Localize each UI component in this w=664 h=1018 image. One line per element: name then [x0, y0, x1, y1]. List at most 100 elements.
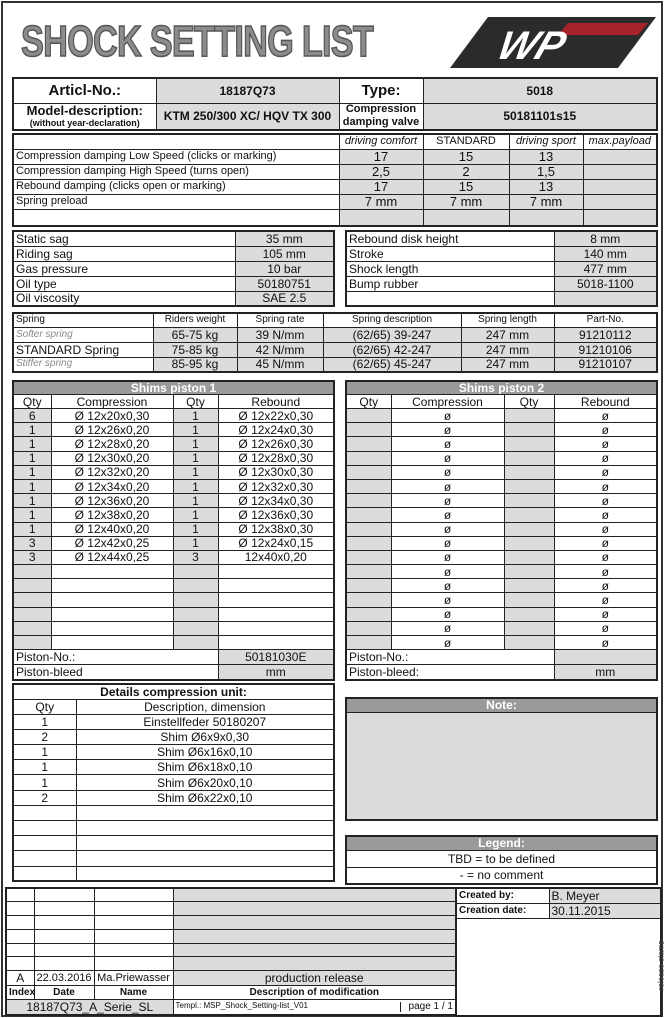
- table-cell: [345, 478, 392, 495]
- table-row: Model-description: (without year-declarat…: [12, 102, 658, 131]
- table-cell: 1: [12, 507, 52, 523]
- table-cell: [503, 549, 555, 566]
- spring-table: Spring Riders weight Spring rate Spring des…: [12, 312, 658, 373]
- table-cell: Spring length: [460, 312, 555, 328]
- table-cell: 3: [172, 549, 219, 566]
- table-row: Articl-No.: 18187Q73 Type: 5018: [12, 77, 658, 104]
- table-cell: ø: [390, 606, 505, 622]
- table-cell: 6: [12, 407, 52, 424]
- table-cell: Compression damping valve: [338, 102, 424, 131]
- table-cell: 91210106: [553, 341, 658, 358]
- table-cell: [12, 819, 77, 837]
- table-cell: 18187Q73: [155, 77, 340, 104]
- table-row: Rebound disk height 8 mm: [345, 230, 658, 247]
- table-cell: Compression: [390, 394, 505, 409]
- table-cell: [50, 634, 174, 651]
- table-cell: - = no comment: [345, 866, 658, 885]
- table-cell: [172, 956, 457, 972]
- table-cell: [345, 464, 392, 480]
- table-cell: Rebound: [553, 394, 658, 409]
- table-cell: 7 mm: [508, 193, 584, 210]
- table-cell: 13: [508, 148, 584, 165]
- table-cell: Oil type: [12, 275, 236, 292]
- page-number: page 1 / 1: [399, 1002, 453, 1013]
- table-cell: 1: [12, 464, 52, 480]
- table-cell: Stroke: [345, 245, 555, 262]
- table-cell: [503, 592, 555, 608]
- table-cell: 30.11.2015: [548, 902, 662, 919]
- table-cell: ø: [553, 464, 658, 480]
- table-row: Stroke 140 mm: [345, 245, 658, 262]
- table-cell: 39 N/mm: [236, 326, 324, 343]
- table-cell: Description, dimension: [75, 698, 335, 715]
- table-cell: Date: [33, 985, 95, 1001]
- table-cell: [217, 606, 335, 622]
- table-cell: [345, 493, 392, 509]
- table-row: Shims piston 1: [12, 380, 335, 395]
- table-row: 1 Shim Ø6x20x0,10: [12, 774, 335, 791]
- table-row: Shims piston 2: [345, 380, 658, 395]
- table-cell: Ø 12x34x0,20: [50, 478, 174, 495]
- table-cell: 50181101s15: [422, 102, 658, 131]
- table-cell: Qty: [172, 394, 219, 409]
- table-cell: Static sag: [12, 230, 236, 247]
- table-cell: Bump rubber: [345, 275, 555, 292]
- table-row: Static sag 35 mm: [12, 230, 335, 247]
- table-cell: Ø 12x24x0,15: [217, 535, 335, 551]
- table-cell: ø: [553, 507, 658, 523]
- table-cell: [582, 178, 658, 195]
- table-cell: ø: [390, 620, 505, 637]
- table-cell: [172, 887, 457, 903]
- table-cell: [172, 564, 219, 580]
- note-box: Note:: [345, 697, 658, 821]
- table-cell: [217, 620, 335, 637]
- table-cell: 1: [172, 507, 219, 523]
- table-cell: Rebound disk height: [345, 230, 555, 247]
- table-cell: [582, 163, 658, 180]
- table-cell: [345, 535, 392, 551]
- section-title: Details compression unit:: [12, 683, 335, 700]
- table-cell: 1: [12, 436, 52, 452]
- table-cell: [75, 850, 335, 867]
- table-cell: [503, 422, 555, 438]
- table-row: [12, 819, 335, 837]
- table-row: [12, 578, 335, 594]
- table-cell: 2: [422, 163, 510, 180]
- table-row: [12, 835, 335, 852]
- table-cell: [93, 901, 174, 917]
- table-cell: [12, 592, 52, 608]
- table-row: TBD = to be defined: [345, 849, 658, 868]
- table-cell: [455, 917, 662, 1017]
- table-cell: [5, 942, 35, 958]
- table-cell: [345, 422, 392, 438]
- table-cell: SAE 2.5: [234, 290, 335, 307]
- table-cell: Ø 12x30x0,30: [217, 464, 335, 480]
- table-cell: Softer spring: [12, 326, 154, 343]
- table-cell: 1: [12, 744, 77, 761]
- table-cell: [75, 865, 335, 882]
- table-cell: [33, 887, 95, 903]
- table-cell: 1: [172, 407, 219, 424]
- table-cell: [345, 711, 658, 821]
- table-row: - = no comment: [345, 866, 658, 885]
- table-cell: [33, 942, 95, 958]
- table-cell: Ø 12x22x0,30: [217, 407, 335, 424]
- table-cell: Part-No.: [553, 312, 658, 328]
- table-cell: [582, 148, 658, 165]
- table-cell: ø: [553, 478, 658, 495]
- table-cell: [503, 521, 555, 537]
- table-cell: [217, 578, 335, 594]
- table-cell: Qty: [503, 394, 555, 409]
- table-cell: Ø 12x38x0,30: [217, 521, 335, 537]
- table-cell: Piston-bleed:: [345, 664, 555, 681]
